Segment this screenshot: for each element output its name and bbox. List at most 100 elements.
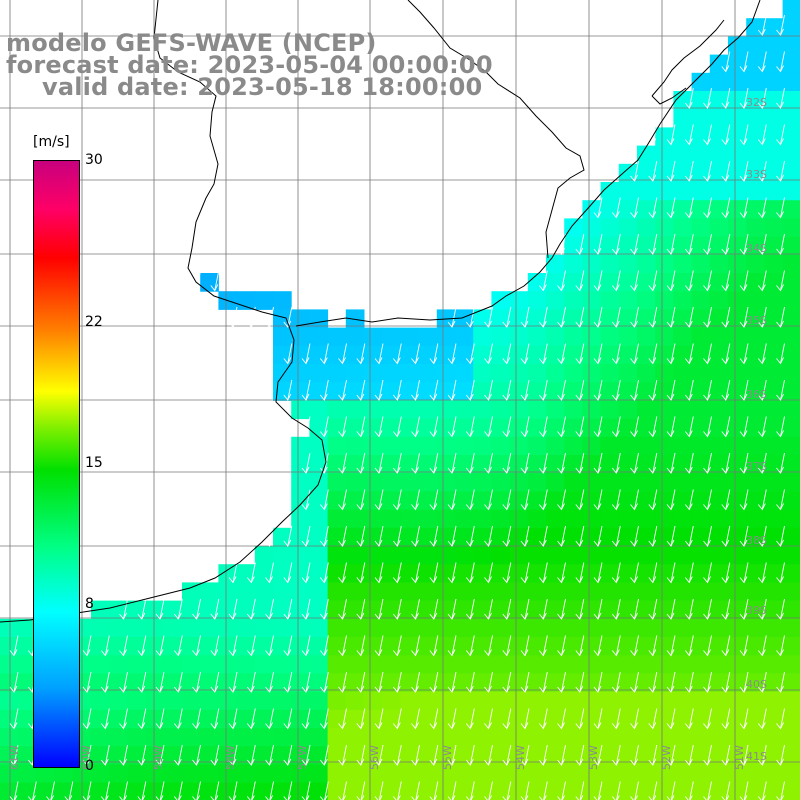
longitude-label: 53W — [587, 745, 600, 770]
wind-arrow — [447, 489, 457, 511]
wind-speed-cell — [655, 364, 674, 383]
wind-arrow — [228, 562, 238, 584]
wind-speed-cell — [345, 673, 365, 693]
wind-speed-cell — [782, 254, 800, 274]
wind-speed-cell — [600, 546, 620, 565]
wind-speed-cell — [655, 564, 674, 583]
wind-speed-cell — [691, 163, 711, 183]
wind-speed-cell — [182, 709, 201, 729]
wind-arrow — [648, 306, 658, 328]
wind-speed-cell — [746, 473, 765, 492]
wind-speed-cell — [728, 273, 747, 292]
wind-speed-cell — [673, 236, 693, 256]
wind-speed-cell — [455, 728, 474, 747]
wind-arrow — [630, 489, 639, 511]
wind-speed-cell — [637, 236, 656, 256]
wind-speed-cell — [655, 673, 674, 693]
wind-speed-cell — [254, 673, 274, 693]
wind-arrow — [757, 306, 767, 328]
wind-speed-cell — [637, 145, 656, 165]
wind-speed-cell — [418, 637, 438, 656]
wind-speed-cell — [273, 327, 292, 347]
wind-speed-cell — [673, 746, 693, 765]
wind-speed-cell — [327, 473, 347, 492]
wind-arrow — [392, 416, 402, 438]
wind-speed-cell — [582, 400, 602, 420]
wind-speed-cell — [364, 509, 383, 529]
wind-speed-cell — [600, 491, 620, 511]
wind-speed-cell — [673, 163, 693, 183]
wind-speed-cell — [382, 564, 401, 583]
wind-arrow — [630, 197, 639, 219]
wind-speed-cell — [200, 782, 219, 800]
wind-speed-cell — [491, 291, 511, 310]
wind-speed-cell — [637, 746, 656, 765]
wind-speed-cell — [600, 782, 620, 800]
wind-speed-cell — [728, 364, 747, 383]
wind-arrow — [611, 379, 621, 401]
wind-arrow — [429, 781, 439, 800]
wind-arrow — [703, 562, 712, 584]
wind-arrow — [648, 416, 658, 438]
wind-speed-cell — [655, 600, 674, 620]
wind-speed-cell — [600, 655, 620, 674]
wind-speed-cell — [273, 618, 292, 638]
wind-speed-cell — [782, 91, 800, 110]
wind-speed-cell — [764, 473, 784, 492]
wind-speed-cell — [564, 273, 583, 292]
wind-speed-cell — [18, 637, 37, 656]
wind-speed-cell — [218, 764, 238, 784]
wind-speed-cell — [691, 109, 711, 128]
wind-arrow — [611, 744, 621, 766]
wind-arrow — [739, 306, 749, 328]
wind-arrow — [465, 598, 475, 620]
wind-speed-cell — [764, 746, 784, 765]
wind-speed-cell — [455, 655, 474, 674]
wind-speed-cell — [491, 709, 511, 729]
longitude-label: 58W — [224, 745, 237, 770]
wind-arrow — [465, 781, 475, 800]
wind-speed-cell — [709, 309, 729, 329]
wind-arrow — [283, 525, 293, 547]
wind-speed-cell — [273, 527, 292, 547]
wind-arrow — [575, 781, 585, 800]
wind-speed-cell — [618, 655, 638, 674]
wind-speed-cell — [418, 345, 438, 365]
wind-speed-cell — [345, 764, 365, 784]
wind-speed-cell — [491, 509, 511, 529]
wind-arrow — [246, 671, 256, 693]
wind-arrow — [301, 343, 311, 365]
wind-speed-cell — [655, 782, 674, 800]
wind-arrow — [465, 562, 475, 584]
wind-speed-cell — [291, 400, 310, 420]
wind-speed-cell — [400, 691, 420, 711]
wind-speed-cell — [527, 436, 547, 456]
model-title: modelo GEFS-WAVE (NCEP) — [6, 29, 377, 57]
wind-speed-cell — [509, 618, 529, 638]
wind-speed-cell — [364, 527, 383, 547]
wind-speed-cell — [691, 182, 711, 201]
wind-arrow — [119, 635, 128, 657]
wind-speed-cell — [309, 382, 329, 401]
wind-speed-cell — [764, 655, 784, 674]
wind-arrow — [228, 635, 238, 657]
wind-arrow — [666, 160, 676, 182]
wind-arrow — [757, 379, 767, 401]
wind-speed-cell — [655, 400, 674, 420]
wind-arrow — [465, 452, 475, 474]
latitude-label: 33S — [746, 168, 767, 181]
wind-arrow — [392, 489, 402, 511]
wind-arrow — [557, 525, 566, 547]
wind-speed-cell — [618, 473, 638, 492]
wind-arrow — [520, 635, 530, 657]
wind-arrow — [520, 671, 530, 693]
wind-arrow — [757, 160, 767, 182]
wind-speed-cell — [345, 782, 365, 800]
wind-speed-cell — [418, 746, 438, 765]
wind-speed-cell — [436, 418, 456, 438]
wind-arrow — [9, 671, 19, 693]
wind-speed-cell — [655, 163, 674, 183]
wind-speed-cell — [327, 709, 347, 729]
wind-speed-cell — [345, 564, 365, 583]
wind-arrow — [757, 416, 767, 438]
